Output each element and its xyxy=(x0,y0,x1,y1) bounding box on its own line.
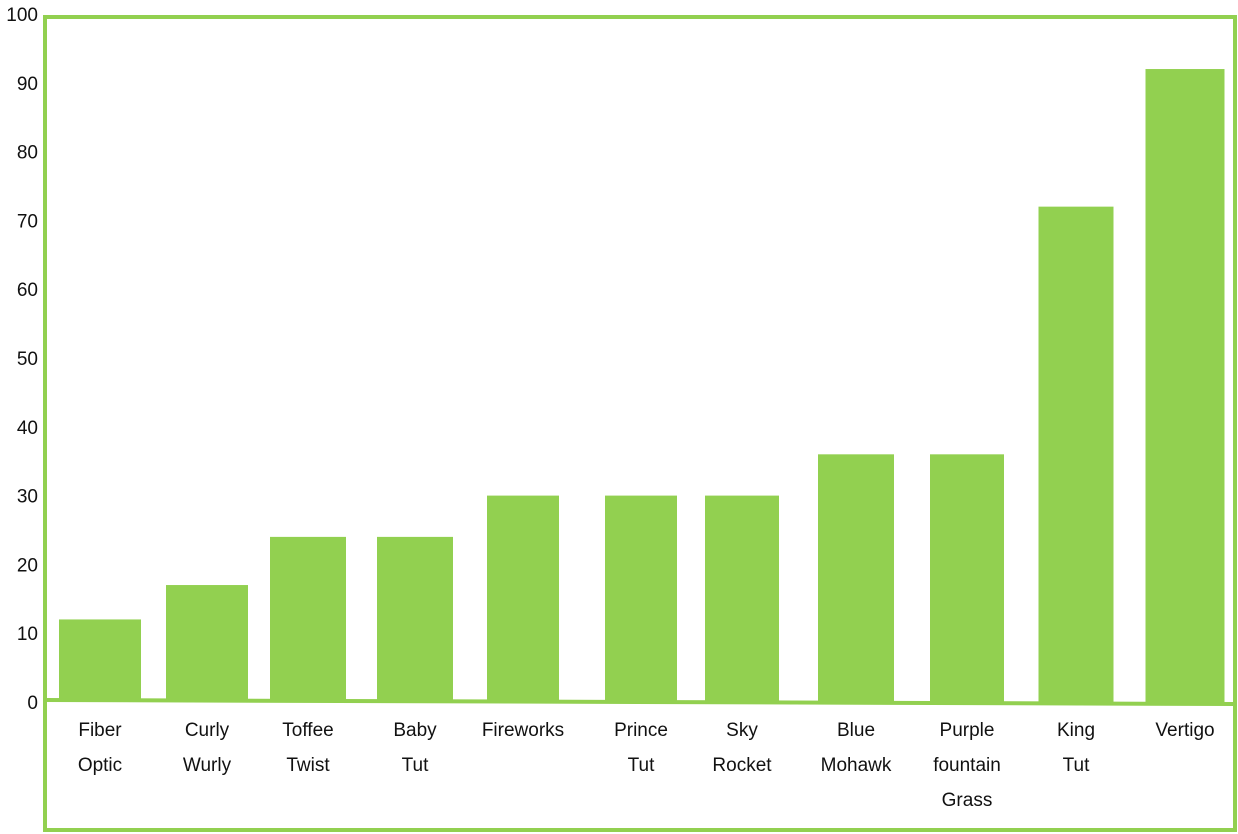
x-category-label: Optic xyxy=(78,755,122,776)
x-category-label: Wurly xyxy=(183,755,232,776)
x-category-label: Blue xyxy=(837,720,875,741)
y-tick-label: 70 xyxy=(17,211,38,232)
y-tick-label: 30 xyxy=(17,487,38,508)
bar xyxy=(377,536,453,702)
x-category-label: Twist xyxy=(286,755,330,776)
x-category-label: Tut xyxy=(628,755,655,776)
x-category-label: fountain xyxy=(933,755,1001,776)
x-category-label: Fiber xyxy=(78,720,122,741)
x-category-label: Grass xyxy=(942,790,993,811)
x-category-label: Rocket xyxy=(712,755,772,776)
x-category-label: King xyxy=(1057,720,1095,741)
bars-group xyxy=(59,69,1225,703)
x-category-label: Tut xyxy=(402,755,429,776)
bar xyxy=(605,495,677,702)
y-tick-label: 10 xyxy=(17,624,38,645)
x-axis-baseline xyxy=(44,698,1236,706)
x-category-label: Toffee xyxy=(282,720,333,741)
bar xyxy=(1038,206,1114,702)
y-tick-label: 80 xyxy=(17,143,38,164)
y-tick-label: 90 xyxy=(17,74,38,95)
x-category-label: Purple xyxy=(940,720,995,741)
y-tick-labels: 0 10 20 30 40 50 60 70 80 90 100 xyxy=(6,5,38,714)
bar xyxy=(166,585,248,702)
bar xyxy=(705,495,779,702)
x-category-labels: Fiber Optic Curly Wurly Toffee Twist Baby Tut Fi… xyxy=(78,720,1215,811)
bar xyxy=(818,454,894,702)
bar xyxy=(270,536,346,702)
y-tick-label: 50 xyxy=(17,349,38,370)
y-tick-label: 0 xyxy=(27,693,38,714)
x-category-label: Baby xyxy=(393,720,437,741)
bar xyxy=(487,495,559,702)
bar xyxy=(59,619,141,702)
y-tick-label: 40 xyxy=(17,418,38,439)
bar xyxy=(1145,69,1225,703)
x-category-label: Fireworks xyxy=(482,720,564,741)
y-tick-label: 100 xyxy=(6,5,38,26)
x-category-label: Tut xyxy=(1063,755,1090,776)
x-category-label: Sky xyxy=(726,720,758,741)
x-category-label: Mohawk xyxy=(821,755,892,776)
x-category-label: Vertigo xyxy=(1155,720,1214,741)
bar xyxy=(930,454,1004,702)
x-category-label: Prince xyxy=(614,720,668,741)
y-tick-label: 20 xyxy=(17,555,38,576)
x-category-label: Curly xyxy=(185,720,230,741)
y-tick-label: 60 xyxy=(17,280,38,301)
chart-frame xyxy=(43,15,1237,832)
